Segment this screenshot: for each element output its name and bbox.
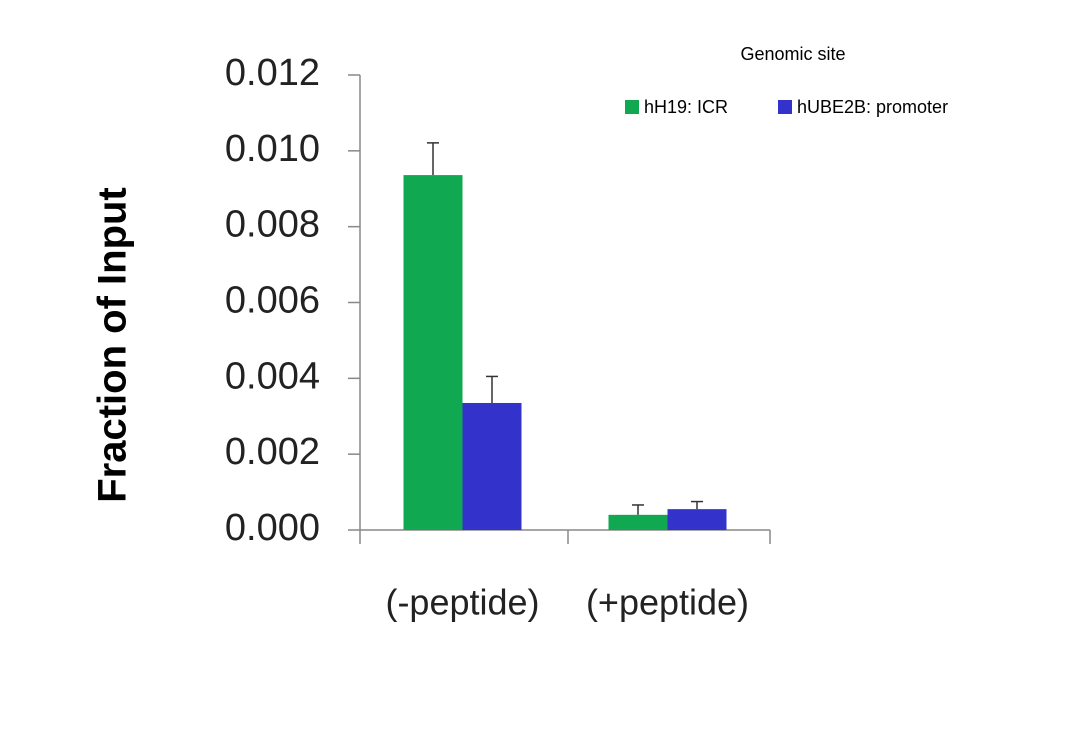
bar: [462, 402, 522, 530]
bar: [403, 175, 463, 530]
y-tick-label: 0.000: [225, 507, 320, 549]
legend-swatch: [625, 100, 639, 114]
y-tick-label: 0.012: [225, 52, 320, 94]
bar: [608, 514, 668, 530]
legend-title: Genomic site: [740, 44, 845, 64]
y-tick-label: 0.008: [225, 204, 320, 246]
y-tick-label: 0.006: [225, 280, 320, 322]
bar: [667, 509, 727, 530]
y-tick-label: 0.002: [225, 431, 320, 473]
y-axis-label: Fraction of Input: [91, 187, 135, 503]
x-tick-label: (-peptide): [385, 582, 539, 623]
y-tick-label: 0.010: [225, 128, 320, 170]
legend-label: hUBE2B: promoter: [797, 97, 948, 117]
y-tick-label: 0.004: [225, 355, 320, 397]
x-tick-label: (+peptide): [586, 582, 749, 623]
legend-label: hH19: ICR: [644, 97, 728, 117]
legend-swatch: [778, 100, 792, 114]
